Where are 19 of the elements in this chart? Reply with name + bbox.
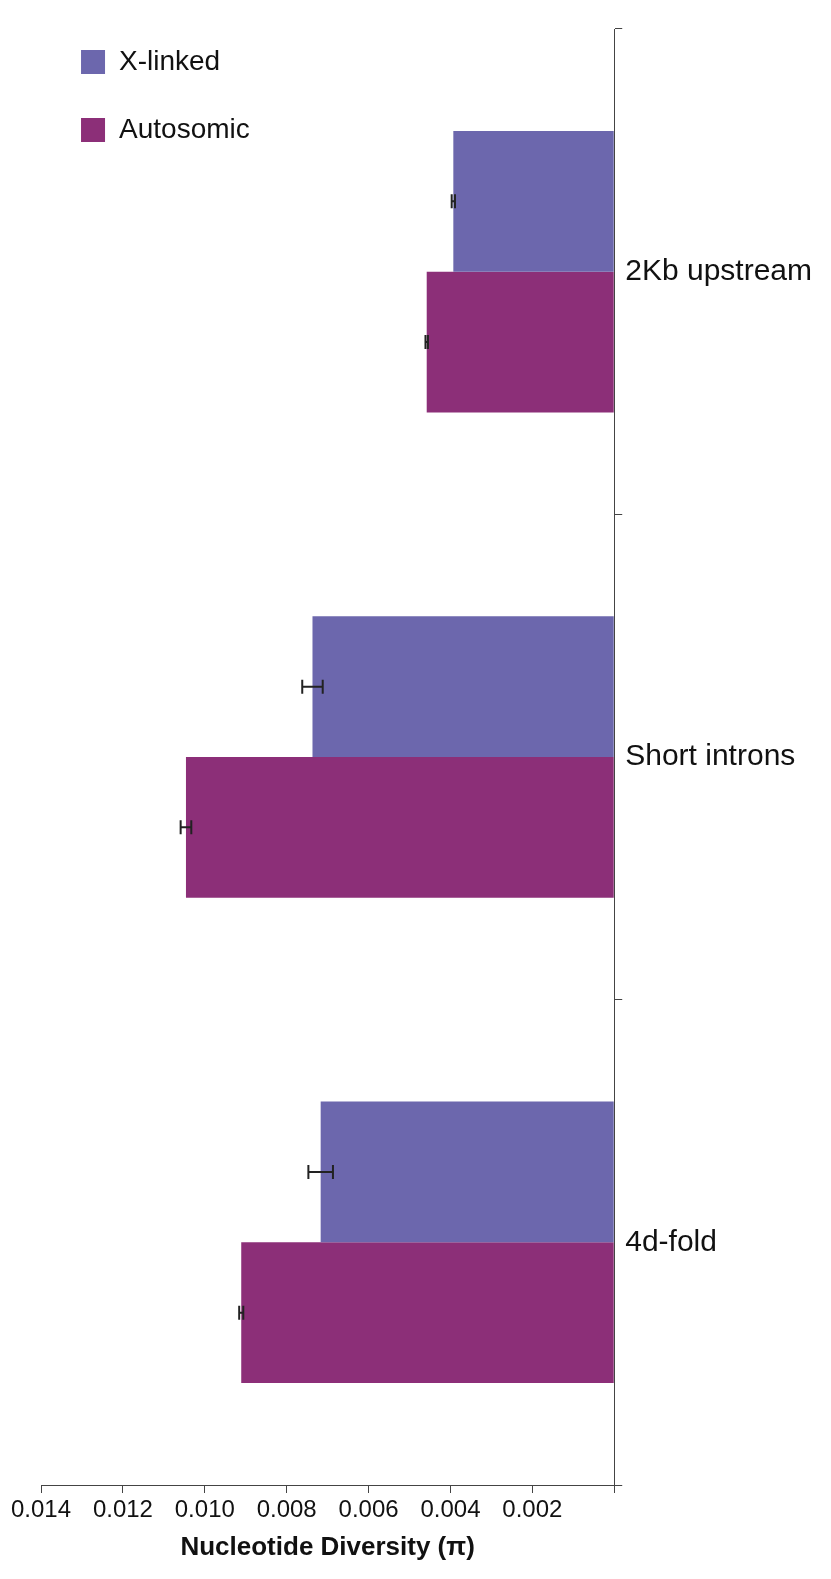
legend-label: X-linked	[119, 44, 221, 76]
x-tick-label: 0.002	[502, 1495, 563, 1523]
legend-label: Autosomic	[119, 112, 250, 144]
bar	[241, 1242, 614, 1384]
bar	[453, 130, 614, 272]
x-tick-label: 0.012	[92, 1495, 153, 1523]
bar	[426, 271, 614, 413]
x-tick-label: 0.010	[174, 1495, 235, 1523]
x-tick-label: 0.008	[256, 1495, 317, 1523]
y-tick-label: 4d-fold	[625, 1223, 717, 1257]
x-axis-title: Nucleotide Diversity (π)	[180, 1530, 475, 1561]
x-tick-label: 0.004	[420, 1495, 481, 1523]
bar	[320, 1101, 614, 1243]
x-tick-label: 0.014	[11, 1495, 72, 1523]
y-tick-label: 2Kb upstream	[625, 252, 813, 286]
x-tick-label: 0.006	[338, 1495, 399, 1523]
y-tick-label: Short introns	[625, 738, 796, 772]
bar	[312, 616, 614, 757]
bar	[185, 757, 614, 898]
